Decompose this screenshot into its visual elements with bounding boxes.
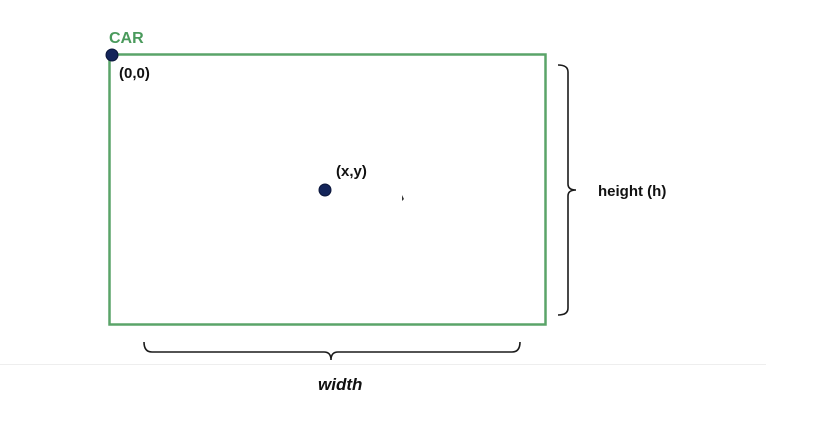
height-brace — [557, 64, 577, 316]
origin-label: (0,0) — [119, 65, 150, 82]
point-label: (x,y) — [336, 163, 367, 180]
bottom-divider — [0, 364, 766, 365]
width-label: width — [318, 375, 363, 394]
car-title: CAR — [109, 30, 144, 47]
center-point — [318, 183, 332, 197]
height-label: height (h) — [598, 183, 667, 200]
car-bounding-box — [108, 53, 547, 326]
origin-point — [105, 48, 119, 62]
cursor-icon — [402, 195, 404, 201]
width-brace — [143, 341, 521, 361]
